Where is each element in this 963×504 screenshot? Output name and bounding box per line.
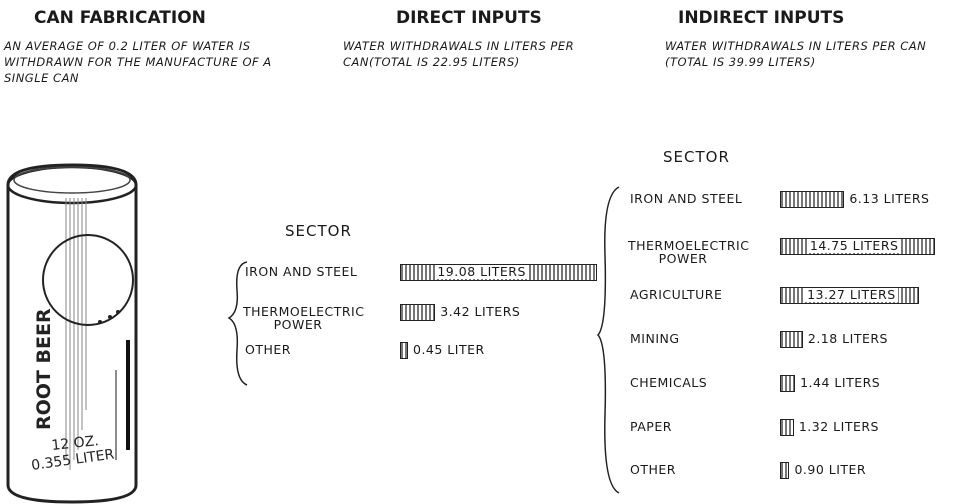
axis-label: SECTOR — [285, 222, 352, 240]
value-label: 6.13 LITERS — [847, 191, 932, 206]
can-text: AN AVERAGE OF 0.2 LITER OF WATER IS WITH… — [4, 39, 272, 85]
brace — [227, 261, 248, 386]
chart-title: DIRECT INPUTS — [396, 8, 542, 28]
category-label: OTHER — [245, 342, 291, 357]
value-label: 3.42 LITERS — [438, 304, 523, 319]
value-label: 19.08 LITERS — [435, 264, 528, 279]
can-illustration: ROOT BEER 12 OZ. 0.355 LITER — [6, 163, 138, 504]
can-size-oz: 12 OZ. — [51, 433, 100, 454]
bar — [780, 375, 796, 392]
value-label: 1.44 LITERS — [798, 375, 883, 390]
category-label: CHEMICALS — [630, 375, 708, 390]
category-label: MINING — [630, 331, 680, 346]
category-label: AGRICULTURE — [630, 287, 723, 302]
bar — [400, 304, 436, 321]
value-label: 0.90 LITER — [792, 462, 869, 477]
bar — [780, 462, 790, 479]
bar — [400, 342, 408, 359]
value-label: 1.32 LITERS — [796, 419, 881, 434]
chart-title: INDIRECT INPUTS — [678, 8, 845, 28]
category-label: IRON AND STEEL — [630, 191, 743, 206]
can-title: CAN FABRICATION — [34, 8, 206, 28]
category-label: PAPER — [630, 419, 672, 434]
category-label: THERMOELECTRIC POWER — [243, 304, 365, 332]
value-label: 0.45 LITER — [411, 342, 487, 357]
category-label: IRON AND STEEL — [245, 264, 358, 279]
brace — [596, 186, 620, 494]
value-label: 2.18 LITERS — [805, 331, 890, 346]
value-label: 14.75 LITERS — [807, 238, 901, 253]
chart-subtitle: WATER WITHDRAWALS IN LITERS PER CAN(TOTA… — [343, 39, 575, 69]
value-label: 13.27 LITERS — [805, 287, 898, 302]
category-label: OTHER — [630, 462, 676, 477]
bar — [780, 331, 803, 348]
can-brand: ROOT BEER — [33, 308, 55, 430]
chart-subtitle: WATER WITHDRAWALS IN LITERS PER CAN (TOT… — [665, 39, 927, 69]
axis-label: SECTOR — [663, 148, 730, 166]
category-label: THERMOELECTRIC POWER — [628, 238, 750, 266]
bar — [780, 419, 794, 436]
bar — [780, 191, 845, 208]
